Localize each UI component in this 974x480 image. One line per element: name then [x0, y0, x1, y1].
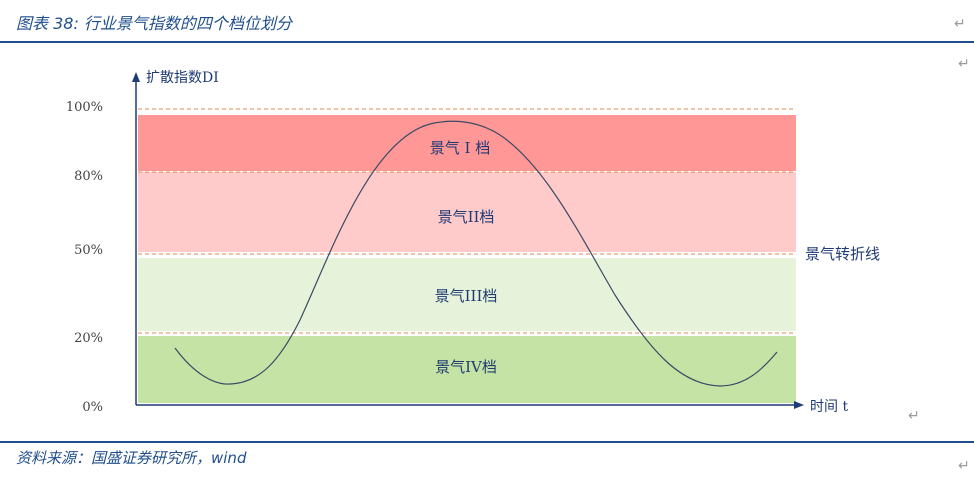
return-mark-icon: ↵ — [958, 56, 970, 72]
band-3 — [138, 258, 796, 331]
threshold-label: 景气转折线 — [805, 245, 880, 263]
band-4 — [138, 336, 796, 403]
band-1-label: 景气 I 档 — [430, 139, 490, 157]
band-3-label: 景气III档 — [435, 287, 498, 305]
return-mark-icon: ↵ — [908, 408, 920, 424]
band-2-label: 景气II档 — [438, 208, 495, 226]
y-tick-0: 0% — [82, 400, 103, 415]
header-rule — [0, 41, 974, 43]
y-tick-20: 20% — [74, 331, 103, 346]
x-axis-label: 时间 t — [810, 399, 848, 415]
y-tick-80: 80% — [74, 169, 103, 184]
band-1 — [138, 115, 796, 171]
x-axis-arrow — [794, 401, 804, 409]
y-axis-arrow — [132, 72, 140, 82]
return-mark-icon: ↵ — [958, 458, 970, 474]
footer-rule — [0, 441, 974, 443]
source-note: 资料来源：国盛证券研究所，wind — [16, 449, 247, 467]
return-mark-icon: ↵ — [954, 16, 966, 32]
y-axis-label: 扩散指数DI — [146, 70, 219, 86]
cycle-curve — [174, 120, 778, 387]
y-tick-100: 100% — [66, 100, 103, 115]
y-tick-50: 50% — [74, 243, 103, 258]
band-4-label: 景气IV档 — [435, 358, 497, 376]
band-2 — [138, 172, 796, 252]
figure-title: 图表 38: 行业景气指数的四个档位划分 — [16, 14, 292, 33]
